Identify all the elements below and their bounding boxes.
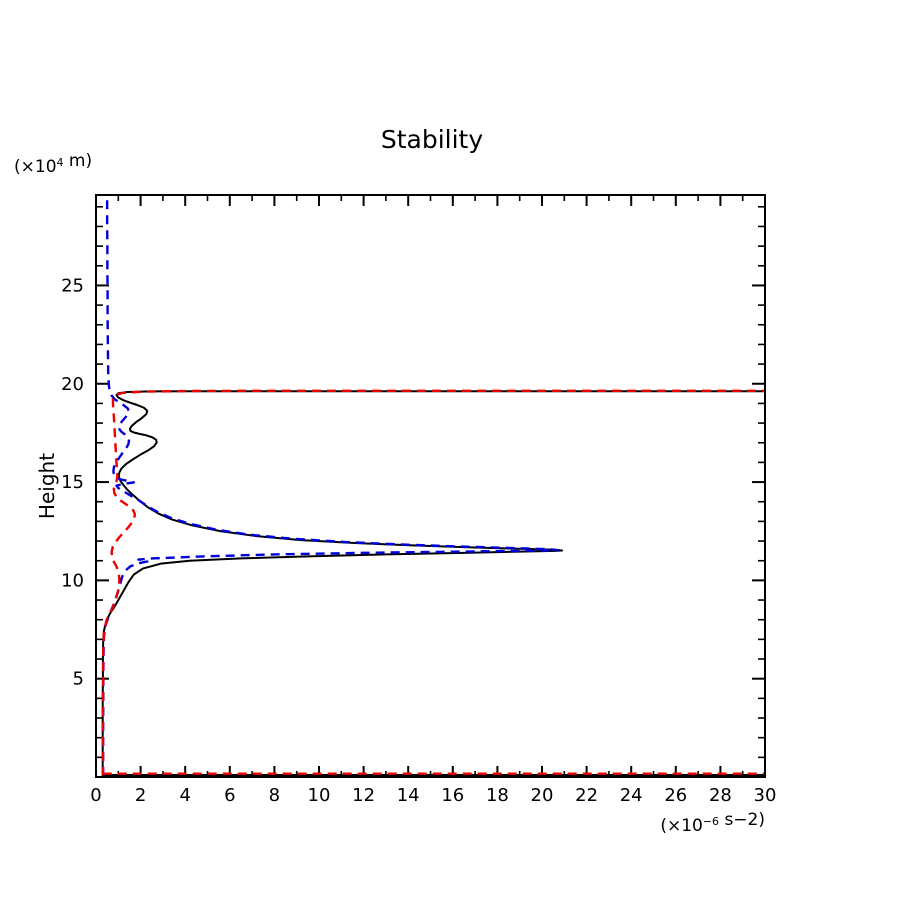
x-tick-label: 8 [269, 785, 280, 806]
x-tick-label: 12 [352, 785, 375, 806]
y-tick-label: 25 [61, 275, 84, 296]
x-tick-label: 24 [620, 785, 643, 806]
data-series-group [101, 195, 765, 777]
plot-frame [95, 194, 766, 778]
x-tick-label: 18 [486, 785, 509, 806]
x-tick-label: 6 [224, 785, 235, 806]
x-tick-label: 14 [397, 785, 420, 806]
x-tick-label: 4 [179, 785, 190, 806]
x-tick-label: 0 [90, 785, 101, 806]
axis-ticks [95, 195, 766, 777]
y-tick-label: 10 [61, 570, 84, 591]
series-profile-black-solid [101, 390, 765, 777]
x-tick-label: 2 [135, 785, 146, 806]
x-tick-label: 10 [308, 785, 331, 806]
y-axis-unit-label: (×104 m) [14, 151, 92, 177]
series-profile-red-dashed [101, 389, 765, 777]
x-tick-label: 22 [575, 785, 598, 806]
chart-title: Stability [381, 125, 484, 154]
y-tick-label: 5 [73, 669, 84, 690]
series-profile-blue-dashed [101, 195, 559, 777]
x-tick-label: 20 [531, 785, 554, 806]
x-tick-label: 26 [664, 785, 687, 806]
x-tick-label: 16 [441, 785, 464, 806]
y-tick-label: 20 [61, 374, 84, 395]
x-tick-label: 28 [709, 785, 732, 806]
x-tick-label: 30 [754, 785, 777, 806]
y-axis-title: Height [35, 453, 59, 519]
x-axis-unit-label: (×10−6 s−2) [660, 810, 765, 836]
y-tick-label: 15 [61, 472, 84, 493]
